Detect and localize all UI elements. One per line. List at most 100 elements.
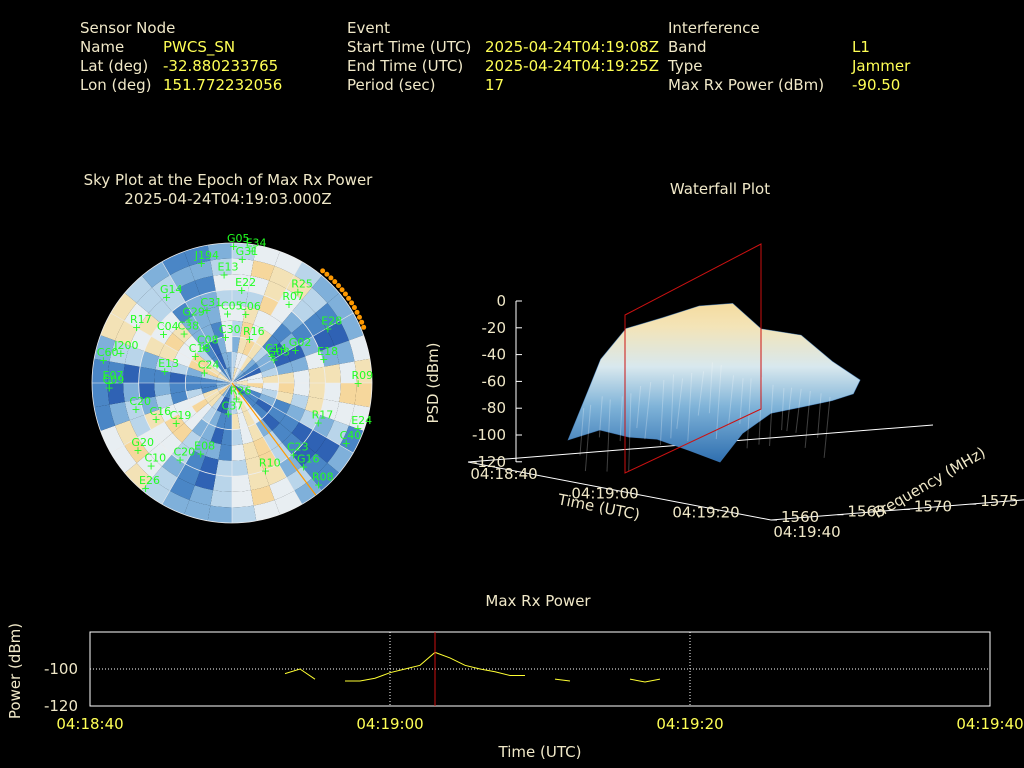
skyplot-satellite-label: R16 (243, 325, 265, 338)
skyplot-cell (115, 320, 138, 346)
skyplot-cell (281, 311, 304, 334)
skyplot-satellite-marker: + (133, 444, 142, 457)
skyplot-satellite-marker: + (172, 417, 181, 430)
skyplot-azimuth-spoke (161, 382, 233, 505)
skyplot-cell (261, 367, 278, 378)
sensor-lon-value: 151.772232056 (163, 76, 283, 94)
waterfall-z-axis-label: PSD (dBm) (424, 342, 442, 423)
skyplot-cell (158, 344, 179, 362)
skyplot-cell (232, 383, 238, 399)
waterfall-surface-streak (795, 388, 802, 433)
skyplot-track-point (361, 324, 367, 330)
skyplot-cell (124, 345, 145, 367)
skyplot-satellite-marker: + (267, 350, 276, 363)
skyplot-cell (205, 306, 222, 325)
skyplot-satellite-label: R17 (312, 408, 334, 421)
skyplot-cell (208, 409, 222, 427)
skyplot-cell (323, 364, 341, 383)
skyplot-cell (232, 320, 243, 338)
skyplot-satellite-label: C40 (340, 429, 362, 442)
skyplot-satellite-label: C30 (219, 323, 241, 336)
skyplot-cell (294, 261, 322, 288)
skyplot-cell (315, 437, 340, 463)
skyplot-cell (192, 418, 209, 437)
waterfall-surface-streak (628, 393, 632, 472)
skyplot-cell (269, 266, 295, 289)
skyplot-track-point (351, 305, 357, 311)
skyplot-cell (218, 383, 232, 393)
skyplot-cell (339, 361, 357, 383)
skyplot-cell (200, 324, 217, 343)
skyplot-cell (202, 406, 217, 424)
skyplot-cell (169, 372, 187, 383)
skyplot-satellite-label: E18 (317, 345, 338, 358)
skyplot-cell (184, 245, 211, 267)
skyplot-satellite-label: C10 (145, 451, 167, 464)
skyplot-satellite-marker: + (269, 354, 278, 367)
skyplot-track-point (349, 300, 355, 306)
skyplot-cell (184, 335, 203, 354)
skyplot-cell (232, 383, 246, 393)
skyplot-track-point (359, 319, 365, 325)
skyplot-cell (213, 474, 232, 492)
skyplot-cell (186, 388, 203, 399)
skyplot-cell (223, 413, 232, 430)
skyplot-satellite-label: C09 (103, 373, 125, 386)
skyplot-cell (305, 351, 324, 370)
skyplot-cell (263, 280, 287, 303)
skyplot-cell (169, 383, 187, 394)
interference-band-value: L1 (852, 38, 870, 56)
waterfall-surface-streak (619, 396, 623, 442)
skyplot-cell (229, 367, 232, 383)
waterfall-epoch-plane (624, 243, 762, 474)
skyplot-satellite-marker: + (159, 328, 168, 341)
skyplot-satellite-marker: + (353, 422, 362, 435)
skyplot-satellite-label: G31 (236, 245, 259, 258)
skyplot-cell (212, 394, 225, 410)
skyplot-cell (218, 444, 232, 461)
skyplot-cell (239, 356, 252, 372)
skyplot-satellite-marker: + (184, 313, 193, 326)
skyplot-cell (261, 412, 280, 431)
skyplot-azimuth-spoke (161, 261, 233, 384)
skyplot-satellite-label: C18 (189, 342, 211, 355)
skyplot-cell (178, 343, 197, 360)
skyplot-cell (110, 445, 137, 473)
skyplot-cell (184, 412, 203, 431)
power-chart-x-tick-label: 04:19:00 (356, 715, 423, 733)
waterfall-surface-streak (676, 378, 684, 429)
skyplot-cell (185, 383, 202, 392)
skyplot-satellite-label: E07 (103, 369, 124, 382)
skyplot-cell (242, 306, 259, 325)
skyplot-satellite-marker: + (261, 465, 270, 478)
skyplot-cell (274, 490, 302, 515)
skyplot-cell (154, 369, 171, 383)
skyplot-cell (220, 383, 232, 395)
skyplot-cell (237, 412, 248, 429)
skyplot-cell (212, 356, 225, 372)
skyplot-cell (216, 353, 227, 370)
skyplot-satellite-marker: + (131, 403, 140, 416)
skyplot-satellites: +G05+E34+G31+J194+E13+E22+R25+R07+G14+C0… (97, 232, 373, 495)
skyplot-cell (243, 363, 259, 376)
skyplot-cell (172, 422, 193, 443)
skyplot-satellite-label: E28 (321, 315, 342, 328)
skyplot-satellite-label: E08 (194, 439, 215, 452)
waterfall-surface-streak (823, 396, 831, 458)
skyplot-satellite-marker: + (319, 353, 328, 366)
skyplot-cell (232, 258, 254, 276)
skyplot-cell (189, 260, 214, 281)
skyplot-cell (170, 361, 189, 375)
skyplot-cell (253, 309, 271, 330)
skyplot-cell (232, 490, 254, 508)
skyplot-cell (172, 323, 193, 344)
skyplot-satellite-label: C16 (149, 405, 171, 418)
skyplot-cell (177, 280, 201, 303)
skyplot-satellite-marker: + (200, 366, 209, 379)
interference-power-label: Max Rx Power (dBm) (668, 76, 825, 94)
skyplot-cell (327, 293, 354, 321)
skyplot-cell (218, 305, 232, 322)
skyplot-satellite-label: R09 (351, 369, 373, 382)
skyplot-satellite-label: R26 (230, 384, 252, 397)
skyplot-cell (255, 329, 272, 348)
